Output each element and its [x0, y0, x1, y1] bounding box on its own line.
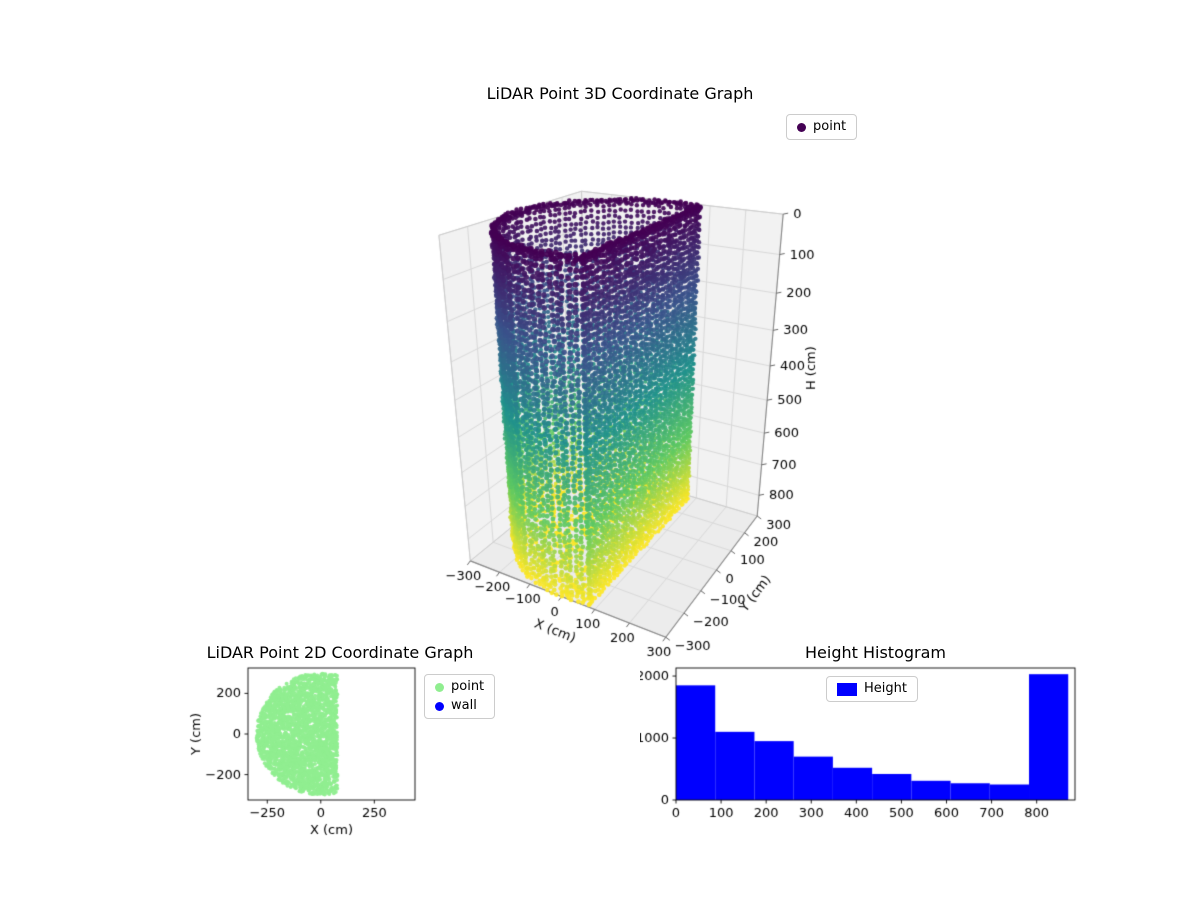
legend-label: point	[813, 119, 847, 134]
point-marker-icon	[435, 682, 444, 692]
histogram-legend: Height	[826, 676, 918, 702]
legend-item-point: point	[435, 679, 484, 695]
plot3d-legend: point	[786, 114, 858, 140]
point-marker-icon	[797, 122, 806, 132]
wall-marker-icon	[435, 701, 444, 711]
legend-item-point: point	[797, 119, 846, 135]
plot2d-canvas	[175, 640, 440, 860]
legend-label: Height	[864, 681, 907, 696]
legend-label: wall	[451, 698, 477, 713]
plot2d-legend: point wall	[424, 674, 496, 719]
legend-item-wall: wall	[435, 698, 484, 714]
legend-item-height: Height	[837, 681, 907, 697]
height-marker-icon	[837, 682, 857, 696]
legend-label: point	[451, 679, 485, 694]
plot3d-canvas	[330, 80, 910, 670]
histogram-canvas	[640, 640, 1110, 860]
